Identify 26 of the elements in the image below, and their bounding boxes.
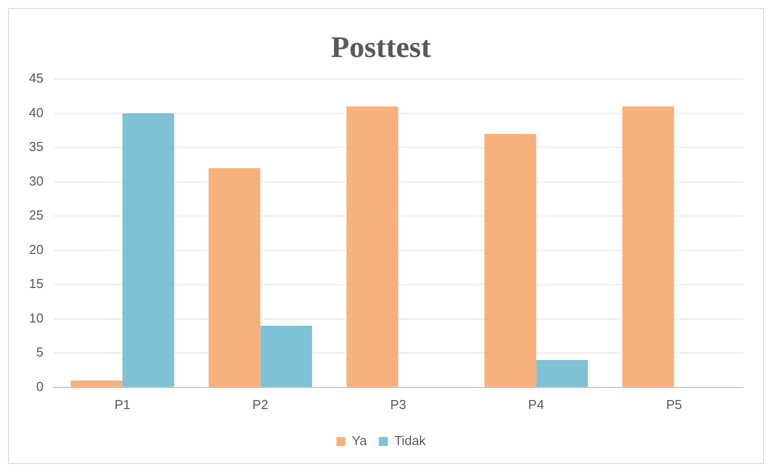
y-tick-label: 15 bbox=[28, 276, 44, 292]
y-tick-label: 40 bbox=[28, 104, 44, 120]
y-tick-label: 0 bbox=[36, 378, 44, 394]
x-tick-label: P3 bbox=[390, 396, 406, 412]
bar bbox=[70, 380, 122, 387]
x-tick-label: P5 bbox=[666, 396, 682, 412]
legend-label: Ya bbox=[352, 433, 368, 448]
y-tick-label: 45 bbox=[28, 70, 44, 86]
x-tick-label: P4 bbox=[528, 396, 544, 412]
bar bbox=[260, 326, 312, 387]
bar bbox=[484, 134, 536, 387]
y-tick-label: 10 bbox=[28, 310, 44, 326]
bar bbox=[536, 360, 588, 387]
x-tick-label: P1 bbox=[114, 396, 130, 412]
y-tick-label: 25 bbox=[28, 208, 44, 223]
bar bbox=[622, 106, 674, 387]
legend-label: Tidak bbox=[394, 433, 426, 448]
chart-title: Posttest bbox=[331, 30, 431, 64]
y-tick-label: 30 bbox=[28, 173, 44, 188]
y-tick-label: 5 bbox=[36, 344, 44, 360]
bar bbox=[208, 168, 260, 387]
y-tick-label: 20 bbox=[28, 242, 44, 257]
bar bbox=[346, 106, 398, 387]
bar bbox=[122, 113, 174, 387]
x-tick-label: P2 bbox=[252, 396, 268, 412]
y-tick-label: 35 bbox=[28, 139, 44, 154]
